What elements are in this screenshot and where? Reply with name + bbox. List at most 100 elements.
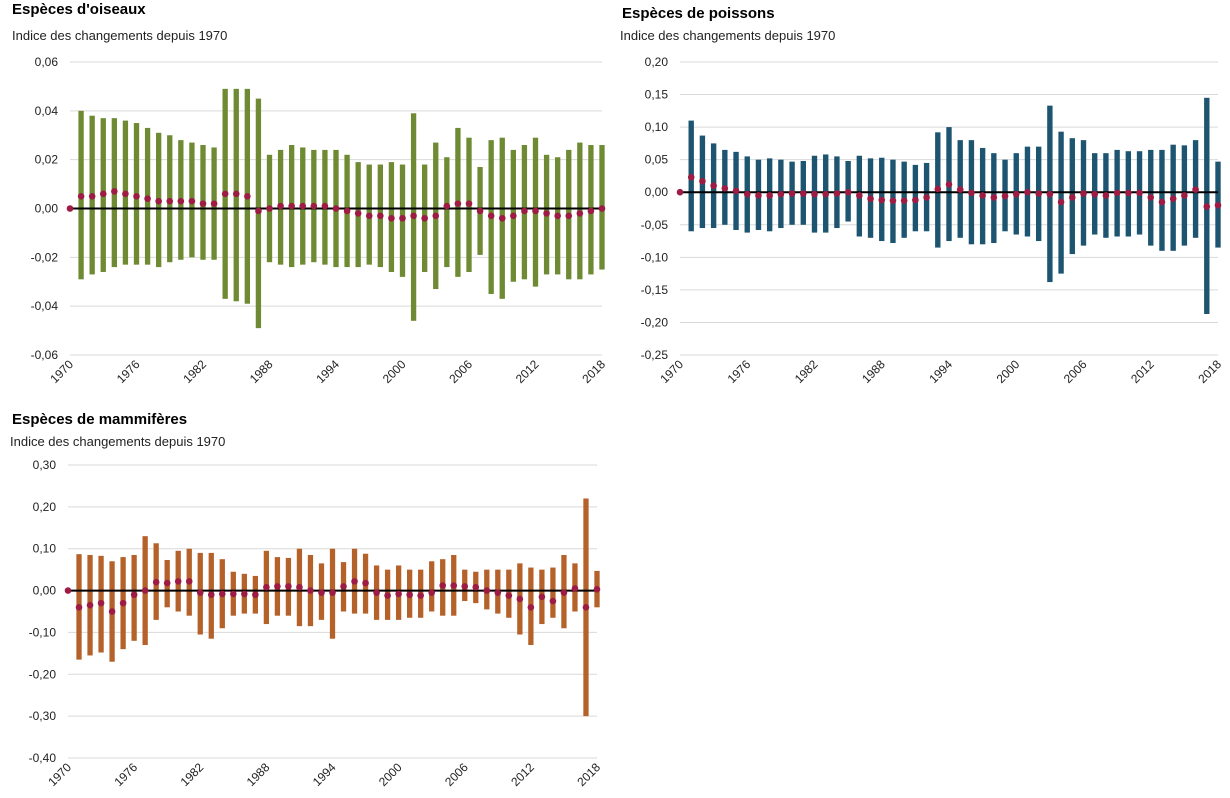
index-dot: [968, 189, 975, 197]
index-dot: [221, 190, 229, 198]
index-dot: [1181, 192, 1188, 199]
index-dot: [934, 185, 942, 193]
index-dot: [565, 212, 573, 220]
y-tick-label: -0,30: [29, 709, 57, 723]
index-dot: [388, 214, 395, 222]
index-dot: [64, 587, 72, 594]
index-dot: [979, 192, 986, 199]
index-dot: [119, 599, 127, 607]
y-tick-label: 0,20: [645, 55, 669, 69]
index-dot: [543, 210, 550, 217]
index-dot: [878, 196, 886, 204]
y-tick-label: 0,02: [35, 153, 59, 167]
y-tick-label: -0,05: [641, 218, 669, 232]
index-dot: [450, 582, 458, 589]
index-dot: [340, 583, 347, 590]
index-dot: [421, 214, 428, 222]
index-dot: [395, 590, 402, 598]
index-dot: [199, 200, 207, 207]
index-dot: [560, 589, 568, 596]
y-tick-label: 0,06: [35, 55, 59, 69]
index-dot: [207, 591, 215, 599]
y-tick-label: -0,40: [29, 751, 57, 765]
y-tick-label: 0,10: [33, 542, 57, 556]
chart-subtitle: Indice des changements depuis 1970: [620, 28, 835, 43]
index-dot: [299, 202, 307, 210]
x-tick-label: 1976: [725, 357, 754, 386]
chart-title: Espèces de poissons: [622, 5, 775, 22]
index-dot: [185, 578, 193, 585]
x-tick-label: 1988: [247, 357, 276, 386]
x-tick-label: 2000: [380, 357, 409, 386]
index-dot: [354, 210, 362, 217]
index-dot: [310, 202, 318, 210]
index-dot: [1046, 190, 1054, 198]
index-dot: [332, 205, 340, 212]
index-dot: [956, 186, 964, 193]
index-dot: [163, 579, 171, 587]
index-dot: [799, 190, 807, 197]
index-dot: [343, 207, 351, 215]
index-dot: [889, 197, 897, 204]
index-dot: [554, 212, 561, 220]
x-tick-label: 2000: [376, 760, 405, 789]
y-tick-label: -0,10: [29, 625, 57, 639]
y-tick-label: 0,00: [35, 202, 59, 216]
chart-panel: Espèces de mammifères Indice des changeme…: [10, 411, 603, 789]
x-tick-label: 2006: [446, 357, 475, 386]
index-dot: [1113, 189, 1121, 197]
index-dot: [285, 583, 292, 590]
range-bar: [429, 561, 435, 612]
index-dot: [111, 188, 118, 195]
y-tick-label: 0,10: [645, 120, 669, 134]
index-dot: [141, 587, 149, 594]
index-dot: [587, 207, 595, 215]
x-tick-label: 2018: [574, 760, 603, 789]
index-dot: [593, 586, 601, 593]
x-tick-label: 1976: [111, 760, 140, 789]
index-dot: [410, 212, 417, 220]
index-dot: [687, 173, 695, 181]
index-dot: [867, 195, 874, 203]
index-dot: [288, 202, 295, 210]
index-dot: [811, 190, 818, 198]
range-bar: [550, 567, 556, 618]
index-dot: [218, 590, 226, 598]
index-dot: [822, 190, 830, 198]
index-dot: [945, 181, 953, 188]
index-dot: [377, 212, 384, 220]
index-dot: [465, 200, 473, 207]
index-dot: [417, 592, 424, 599]
index-dot: [1158, 198, 1166, 206]
index-dot: [428, 589, 435, 596]
index-dot: [582, 604, 590, 611]
index-dot: [97, 599, 105, 607]
index-dot: [439, 582, 447, 589]
index-dot: [710, 182, 717, 190]
x-tick-label: 1982: [180, 357, 209, 386]
index-dot: [538, 593, 546, 601]
index-dot: [1169, 195, 1177, 203]
x-tick-label: 1988: [859, 357, 888, 386]
index-dot: [277, 202, 284, 210]
index-dot: [77, 192, 85, 200]
index-dot: [133, 192, 140, 200]
index-dot: [454, 200, 462, 207]
index-dot: [321, 202, 329, 210]
y-tick-label: 0,05: [645, 153, 669, 167]
index-dot: [498, 214, 506, 222]
index-dot: [856, 192, 863, 199]
index-dot: [833, 190, 841, 197]
index-dot: [174, 578, 182, 585]
index-dot: [406, 591, 413, 599]
x-tick-label: 2006: [1061, 357, 1090, 386]
index-dot: [1147, 194, 1155, 201]
x-tick-label: 1994: [926, 357, 955, 386]
index-dot: [1203, 203, 1211, 210]
y-tick-label: -0,02: [31, 250, 59, 264]
y-tick-label: -0,25: [641, 348, 669, 362]
index-dot: [210, 200, 218, 207]
x-tick-label: 1994: [310, 760, 339, 789]
chart-subtitle: Indice des changements depuis 1970: [12, 28, 227, 43]
